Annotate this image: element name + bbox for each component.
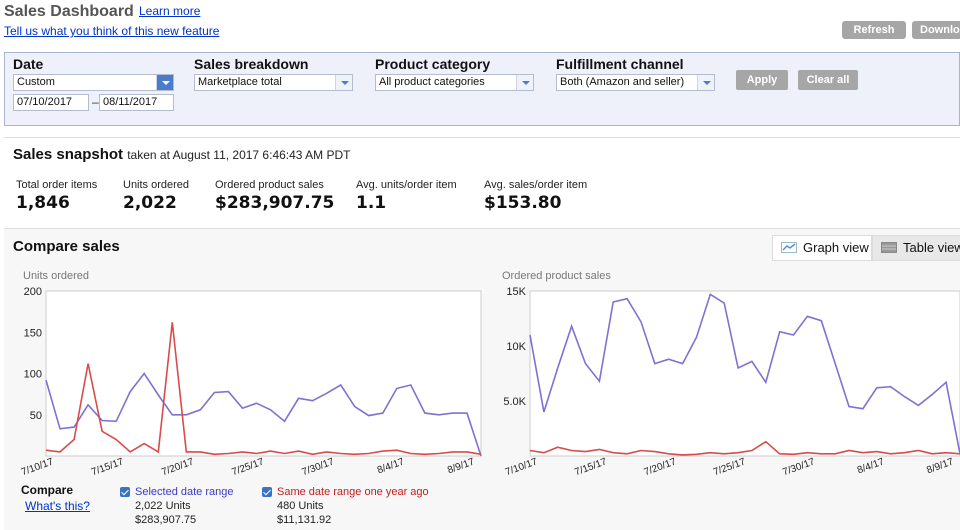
previous-range-label: Same date range one year ago	[277, 486, 429, 498]
filter-bar: Date Custom 07/10/2017 – 08/11/2017 Sale…	[4, 52, 960, 126]
ordered-sales-chart: 15K 10K 5.0K 7/10/17 7/15/17 7/20/17 7/25/17 7/…	[503, 286, 960, 478]
compare-sales-panel: Compare sales Graph view Table view Unit…	[4, 228, 960, 530]
end-date-input[interactable]: 08/11/2017	[99, 94, 174, 111]
metric-label: Avg. units/order item	[356, 179, 457, 191]
snapshot-heading: Sales snapshot	[13, 146, 124, 163]
graph-view-label: Graph view	[803, 240, 869, 255]
breakdown-filter-label: Sales breakdown	[194, 56, 309, 72]
channel-filter-label: Fulfillment channel	[556, 56, 684, 72]
x-tick-label: 7/10/17	[504, 456, 540, 478]
y-tick-label: 5.0K	[503, 396, 526, 408]
selected-range-units: 2,022 Units	[135, 500, 191, 512]
download-button[interactable]: Download	[912, 21, 960, 39]
selected-range-sales: $283,907.75	[135, 514, 197, 526]
chevron-down-icon[interactable]	[516, 75, 533, 90]
x-tick-label: 7/10/17	[20, 456, 56, 478]
snapshot-timestamp: taken at August 11, 2017 6:46:43 AM PDT	[127, 148, 351, 162]
x-tick-label: 7/20/17	[643, 456, 679, 478]
x-tick-label: 7/15/17	[573, 456, 609, 478]
y-tick-label: 100	[24, 369, 42, 381]
date-range-select[interactable]: Custom	[13, 74, 174, 91]
metric-value: 2,022	[123, 193, 177, 213]
x-tick-label: 7/25/17	[712, 456, 748, 478]
metric-value: 1.1	[356, 193, 387, 213]
chevron-down-icon[interactable]	[697, 75, 714, 90]
snapshot-title: Sales snapshot taken at August 11, 2017 …	[13, 146, 350, 163]
metric-value: $283,907.75	[215, 193, 335, 213]
x-tick-label: 8/4/17	[856, 456, 886, 476]
previous-range-line	[45, 322, 482, 456]
header: Sales Dashboard Learn more Tell us what …	[0, 0, 960, 50]
x-tick-label: 8/4/17	[376, 456, 406, 476]
sales-snapshot: Sales snapshot taken at August 11, 2017 …	[4, 137, 960, 219]
metric-avg-sales-per-item: Avg. sales/order item $153.80	[484, 179, 587, 213]
x-tick-label: 7/25/17	[230, 456, 266, 478]
date-filter-label: Date	[13, 56, 44, 72]
metric-total-order-items: Total order items 1,846	[16, 179, 97, 213]
selected-range-line	[45, 372, 482, 457]
selected-range-checkbox[interactable]	[120, 487, 130, 497]
sales-breakdown-select[interactable]: Marketplace total	[194, 74, 353, 91]
x-tick-label: 8/9/17	[446, 456, 476, 476]
sales-chart-title: Ordered product sales	[502, 270, 611, 282]
previous-range-checkbox[interactable]	[262, 487, 272, 497]
fulfillment-channel-select[interactable]: Both (Amazon and seller)	[556, 74, 715, 91]
clear-all-button[interactable]: Clear all	[798, 70, 858, 90]
date-separator: –	[92, 95, 99, 109]
metric-label: Avg. sales/order item	[484, 179, 588, 191]
sales-breakdown-value: Marketplace total	[198, 76, 282, 88]
metric-value: $153.80	[484, 193, 562, 213]
selected-range-label: Selected date range	[135, 486, 234, 498]
feedback-link[interactable]: Tell us what you think of this new featu…	[4, 24, 220, 38]
line-chart-icon	[781, 242, 797, 253]
units-chart-title: Units ordered	[23, 270, 90, 282]
metric-label: Units ordered	[123, 179, 190, 191]
product-category-select[interactable]: All product categories	[375, 74, 534, 91]
whats-this-link[interactable]: What's this?	[25, 499, 90, 513]
table-view-label: Table view	[903, 240, 960, 255]
page-title: Sales Dashboard	[4, 3, 134, 20]
previous-range-line	[529, 440, 960, 456]
x-tick-label: 7/30/17	[301, 456, 337, 478]
table-icon	[881, 242, 897, 253]
compare-legend-title: Compare	[21, 483, 74, 497]
x-tick-label: 8/9/17	[925, 456, 955, 476]
chevron-down-icon[interactable]	[335, 75, 352, 90]
plot-area	[529, 290, 960, 457]
metric-label: Ordered product sales	[215, 179, 324, 191]
y-tick-label: 150	[24, 327, 42, 339]
chevron-down-icon[interactable]	[156, 75, 173, 90]
plot-area	[45, 290, 482, 457]
refresh-button[interactable]: Refresh	[842, 21, 906, 39]
metric-value: 1,846	[16, 193, 70, 213]
previous-range-sales: $11,131.92	[277, 514, 332, 526]
previous-range-units: 480 Units	[277, 500, 324, 512]
learn-more-link[interactable]: Learn more	[139, 4, 201, 18]
metric-avg-units-per-item: Avg. units/order item 1.1	[356, 179, 457, 213]
metric-label: Total order items	[16, 179, 98, 191]
graph-view-button[interactable]: Graph view	[772, 235, 872, 261]
x-tick-label: 7/15/17	[90, 456, 126, 478]
fulfillment-channel-value: Both (Amazon and seller)	[560, 76, 685, 88]
metric-units-ordered: Units ordered 2,022	[123, 179, 189, 213]
x-tick-label: 7/20/17	[160, 456, 196, 478]
x-tick-label: 7/30/17	[781, 456, 817, 478]
y-tick-label: 200	[24, 286, 42, 298]
y-tick-label: 10K	[506, 341, 526, 353]
y-tick-label: 15K	[506, 286, 526, 298]
product-category-value: All product categories	[379, 76, 485, 88]
start-date-input[interactable]: 07/10/2017	[13, 94, 89, 111]
table-view-button[interactable]: Table view	[872, 235, 960, 261]
y-tick-label: 50	[30, 410, 42, 422]
category-filter-label: Product category	[375, 56, 491, 72]
units-ordered-chart: 200 150 100 50 7/10/17 7/15/17 7/20/17 7/25/17 7…	[20, 286, 482, 478]
date-range-value: Custom	[17, 76, 55, 88]
metric-ordered-product-sales: Ordered product sales $283,907.75	[215, 179, 334, 213]
compare-sales-title: Compare sales	[13, 238, 120, 255]
selected-range-line	[529, 293, 960, 454]
apply-button[interactable]: Apply	[736, 70, 788, 90]
